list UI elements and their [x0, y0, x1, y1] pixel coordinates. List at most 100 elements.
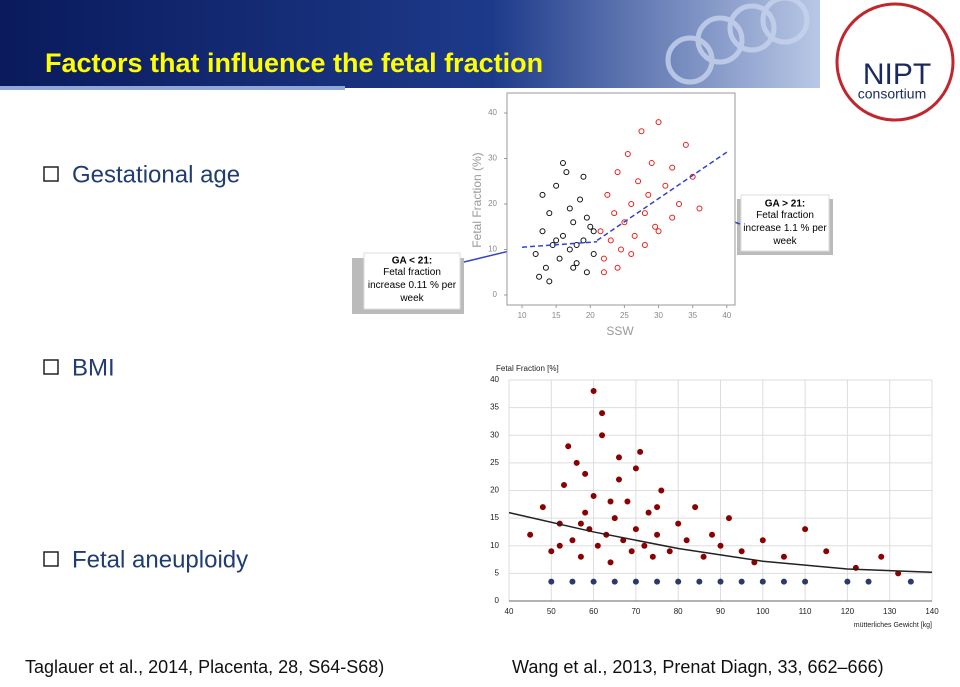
data-point: [631, 232, 638, 239]
x-tick-label: 140: [925, 607, 939, 616]
y-tick-label: 20: [488, 199, 497, 208]
data-point: [802, 578, 809, 585]
data-point: [669, 164, 676, 171]
data-point: [577, 520, 584, 527]
data-point: [553, 182, 560, 189]
data-point: [546, 210, 553, 217]
data-point: [632, 465, 639, 472]
x-tick-label: 35: [688, 311, 697, 320]
data-point: [594, 542, 601, 549]
bullet: Gestational age: [72, 161, 240, 188]
data-point: [658, 487, 665, 494]
data-point: [566, 246, 573, 253]
data-point: [590, 251, 597, 258]
trend-line: [596, 151, 728, 242]
data-point: [580, 237, 587, 244]
data-point: [700, 553, 707, 560]
data-point: [539, 504, 546, 511]
data-point: [539, 191, 546, 198]
data-point: [563, 169, 570, 176]
data-point: [556, 255, 563, 262]
data-point: [553, 237, 560, 244]
data-point: [676, 201, 683, 208]
data-point: [649, 553, 656, 560]
data-point: [527, 531, 534, 538]
x-tick-label: 100: [756, 607, 770, 616]
annotation-text: Fetal fraction increase 0.11 % per week: [367, 267, 457, 304]
data-point: [611, 578, 618, 585]
data-point: [655, 228, 662, 235]
data-point: [645, 509, 652, 516]
data-point: [600, 269, 607, 276]
y-axis-label: Fetal Fraction [%]: [496, 364, 559, 373]
data-point: [675, 520, 682, 527]
x-tick-label: 30: [654, 311, 663, 320]
data-point: [559, 160, 566, 167]
data-point: [607, 237, 614, 244]
bullet-list: [43, 166, 59, 567]
y-tick-label: 25: [490, 458, 499, 467]
trend-line: [521, 241, 598, 248]
y-tick-label: 10: [490, 541, 499, 550]
bullet: Fetal aneuploidy: [72, 546, 248, 573]
data-point: [615, 476, 622, 483]
data-point: [823, 548, 830, 555]
data-point: [621, 219, 628, 226]
data-point: [573, 241, 580, 248]
data-point: [539, 228, 546, 235]
data-point: [682, 141, 689, 148]
annotation-box: GA < 21: Fetal fraction increase 0.11 % …: [352, 252, 464, 314]
y-tick-label: 30: [490, 430, 499, 439]
data-point: [569, 578, 576, 585]
data-point: [645, 191, 652, 198]
data-point: [570, 219, 577, 226]
data-point: [546, 278, 553, 285]
data-point: [662, 182, 669, 189]
data-point: [725, 515, 732, 522]
data-point: [738, 578, 745, 585]
annotation-text: Fetal fraction increase 1.1 % per week: [743, 210, 826, 247]
data-point: [632, 578, 639, 585]
y-tick-label: 35: [490, 403, 499, 412]
annotation-box: GA > 21: Fetal fraction increase 1.1 % p…: [737, 194, 833, 255]
data-point: [844, 578, 851, 585]
data-point: [607, 559, 614, 566]
data-point: [573, 459, 580, 466]
data-point: [802, 526, 809, 533]
y-tick-label: 30: [488, 154, 497, 163]
data-point: [907, 578, 914, 585]
y-axis-label: Fetal Fraction (%): [470, 152, 484, 247]
data-point: [628, 251, 635, 258]
data-point: [536, 273, 543, 280]
data-point: [641, 241, 648, 248]
data-point: [654, 531, 661, 538]
data-point: [573, 260, 580, 267]
data-point: [696, 205, 703, 212]
data-point: [709, 531, 716, 538]
data-point: [865, 578, 872, 585]
data-point: [583, 214, 590, 221]
x-tick-label: 10: [518, 311, 527, 320]
data-point: [675, 578, 682, 585]
data-point: [582, 470, 589, 477]
annotation-heading: GA < 21:: [392, 256, 432, 267]
data-point: [587, 223, 594, 230]
x-tick-label: 40: [722, 311, 731, 320]
data-point: [618, 246, 624, 253]
title-bar: [0, 0, 820, 88]
data-point: [655, 119, 662, 126]
data-point: [780, 553, 787, 560]
data-point: [590, 228, 597, 235]
data-point: [614, 264, 621, 271]
title-underline: [0, 86, 345, 90]
data-point: [692, 504, 699, 511]
data-point: [556, 542, 563, 549]
data-point: [738, 548, 745, 555]
x-tick-label: 130: [883, 607, 897, 616]
data-point: [759, 578, 766, 585]
data-point: [648, 160, 655, 167]
data-point: [607, 498, 614, 505]
annotation-heading: GA > 21:: [765, 199, 805, 210]
data-point: [600, 255, 607, 262]
data-point: [590, 493, 597, 500]
